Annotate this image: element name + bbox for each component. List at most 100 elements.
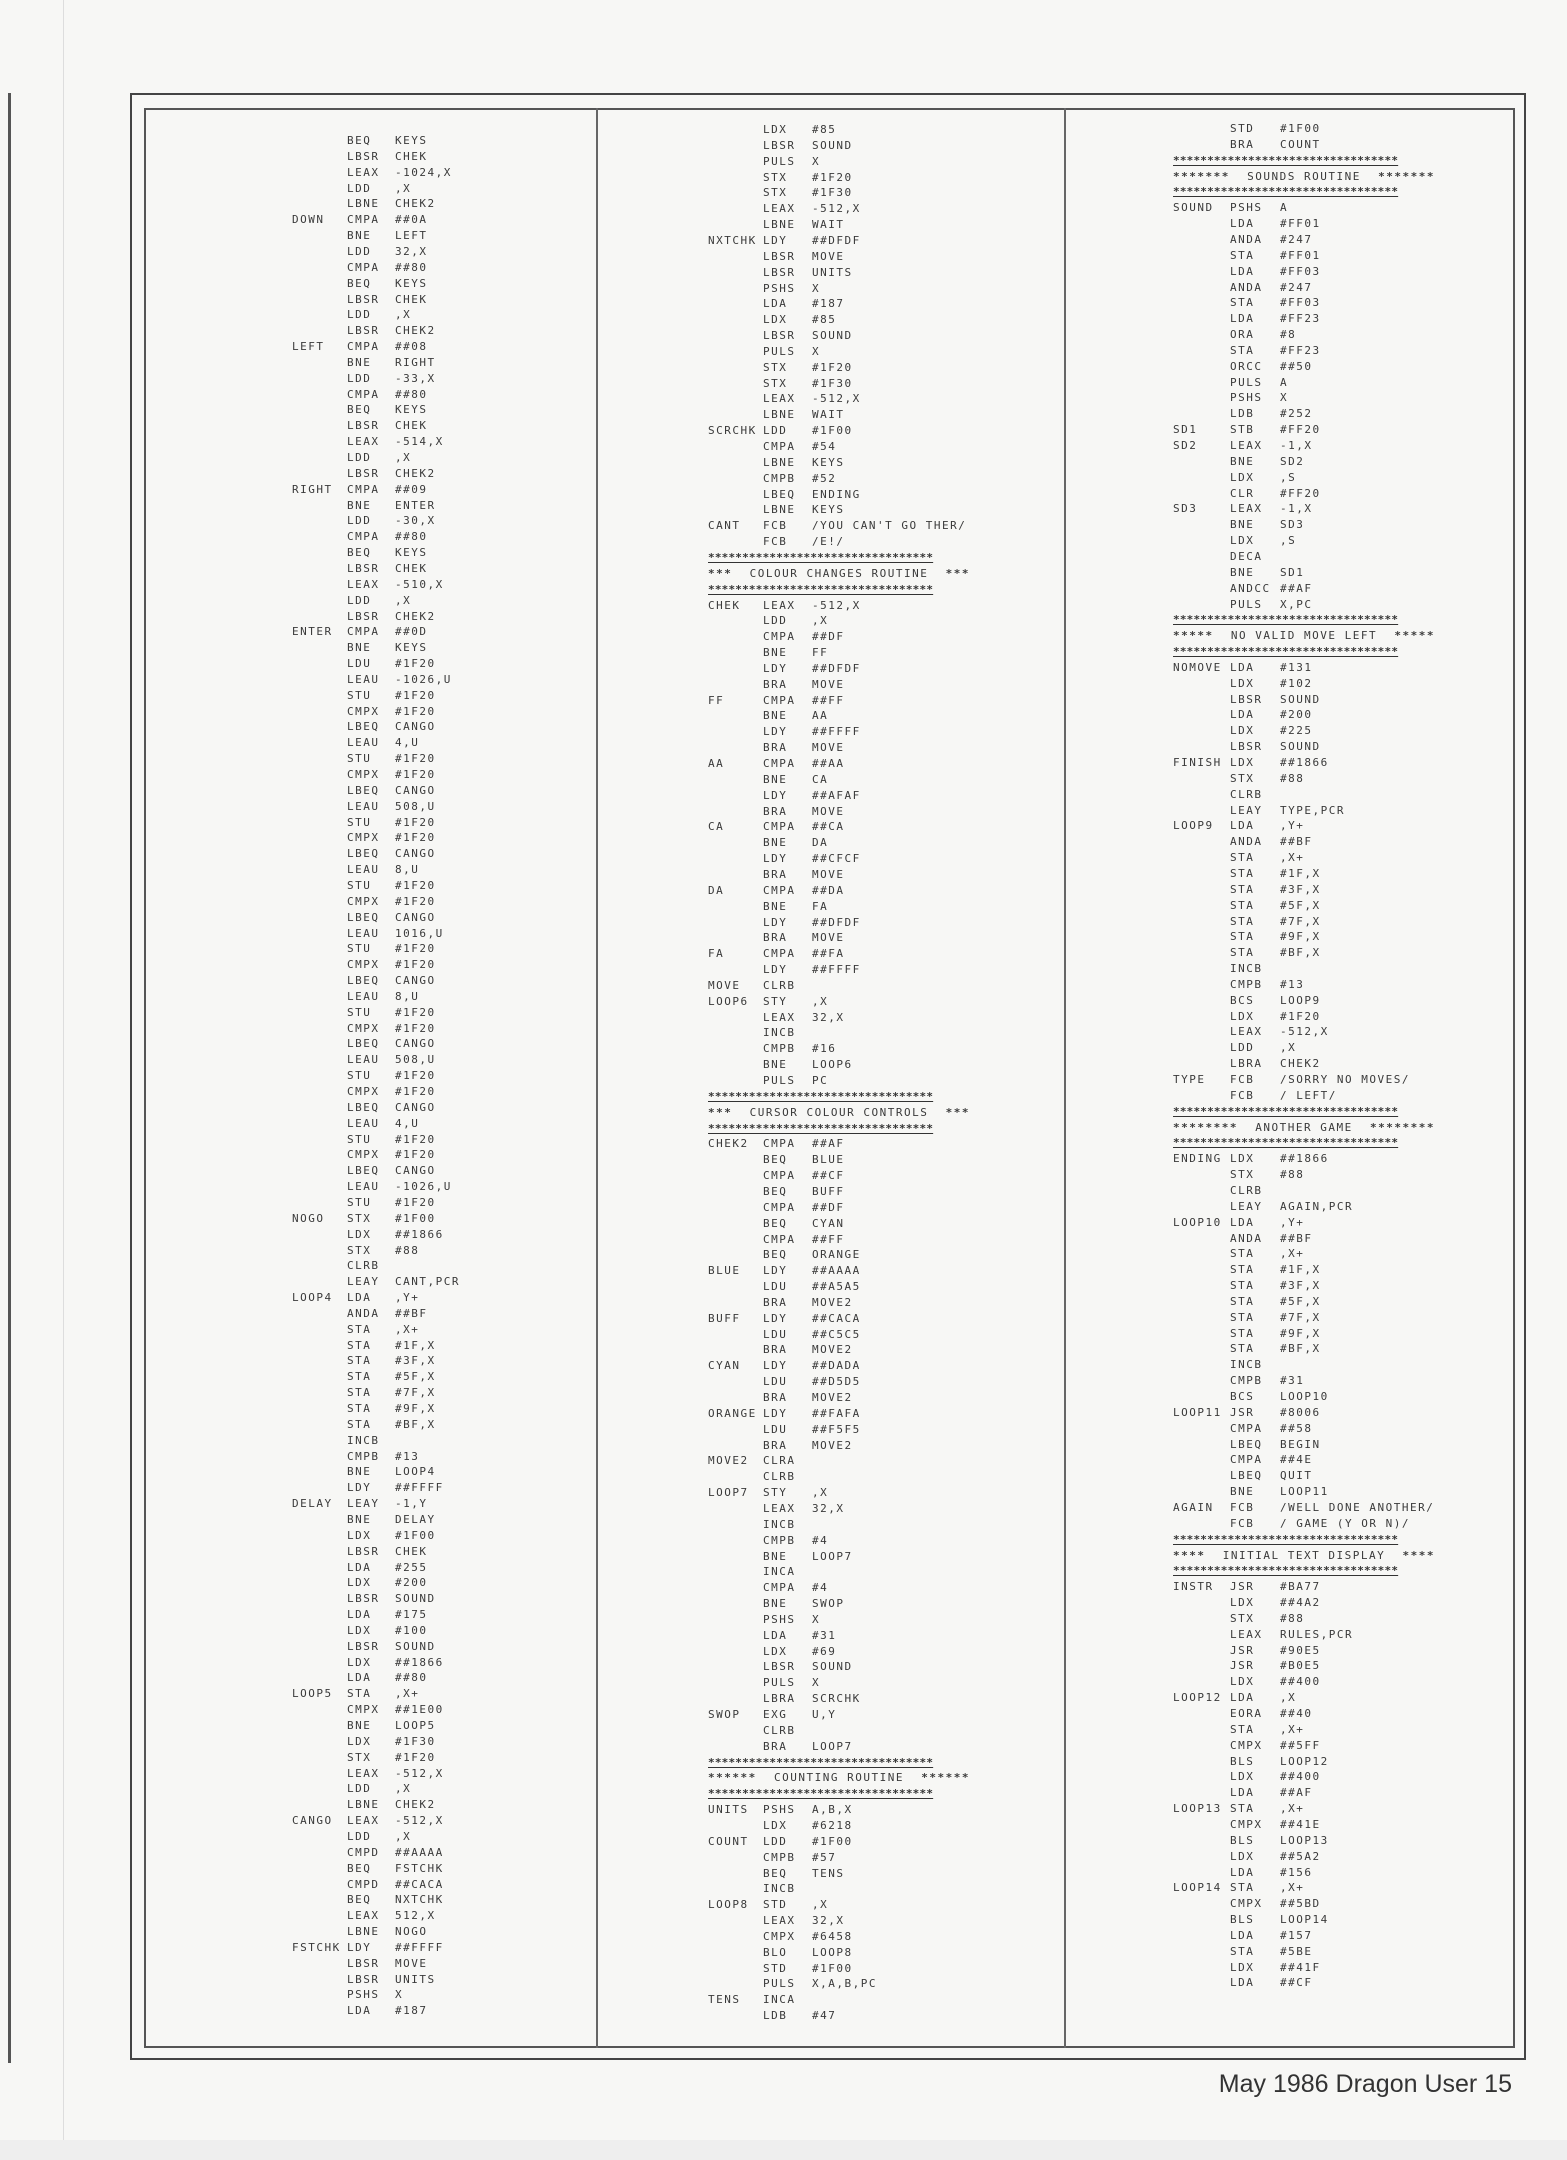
section-title: INITIAL TEXT DISPLAY [1222, 1548, 1386, 1562]
code-opcode: LEAU [347, 989, 380, 1003]
asterisk-rule: ********************************* [708, 582, 934, 596]
code-opcode: LDA [1230, 708, 1255, 722]
code-operand: ORANGE [812, 1248, 861, 1262]
code-opcode: LBNE [347, 1798, 380, 1812]
code-operand: ##DFDF [812, 233, 861, 247]
listing-frame-inner [144, 108, 1515, 2048]
code-operand: DA [812, 836, 829, 850]
code-opcode: LEAX [347, 435, 380, 449]
code-opcode: STU [347, 1005, 372, 1019]
code-opcode: LBEQ [347, 910, 380, 924]
code-operand: #1F20 [395, 1750, 436, 1764]
code-operand: #1F20 [395, 1148, 436, 1162]
code-opcode: LEAX [763, 1010, 796, 1024]
code-operand: ,Y+ [1280, 1215, 1305, 1229]
code-opcode: LEAX [347, 165, 380, 179]
code-opcode: LBSR [763, 138, 796, 152]
code-opcode: CMPA [763, 1200, 796, 1214]
code-opcode: LBEQ [1230, 1469, 1263, 1483]
page-footer: May 1986 Dragon User 15 [1218, 2070, 1512, 2098]
code-opcode: LEAU [347, 863, 380, 877]
code-operand: LOOP11 [1280, 1485, 1329, 1499]
code-opcode: LDX [763, 313, 788, 327]
code-operand: ,X [395, 593, 412, 607]
code-opcode: ANDA [1230, 280, 1263, 294]
code-operand: 8,U [395, 989, 420, 1003]
code-operand: -512,X [395, 1814, 444, 1828]
asterisk-rule: ********************************* [1173, 1532, 1399, 1546]
code-operand: ##FF [812, 1232, 845, 1246]
code-operand: LOOP7 [812, 1739, 853, 1753]
code-opcode: LDD [347, 308, 372, 322]
code-opcode: BNE [763, 709, 788, 723]
code-operand: #156 [1280, 1865, 1313, 1879]
code-operand: ##F5F5 [812, 1422, 861, 1436]
code-operand: CHEK [395, 561, 428, 575]
code-opcode: STX [1230, 1611, 1255, 1625]
asterisk-marker: ***** [1394, 629, 1435, 643]
code-opcode: LEAY [1230, 1199, 1263, 1213]
code-opcode: LDA [763, 1628, 788, 1642]
code-opcode: BNE [347, 1465, 372, 1479]
code-operand: #1F20 [812, 360, 853, 374]
code-operand: #100 [395, 1623, 428, 1637]
asterisk-marker: *** [708, 566, 733, 580]
code-opcode: STA [347, 1402, 372, 1415]
code-opcode: LDX [1230, 1770, 1255, 1784]
code-operand: SOUND [395, 1639, 436, 1653]
section-title: SOUNDS ROUTINE [1247, 169, 1361, 183]
code-operand: FA [812, 899, 829, 913]
code-operand: CANGO [395, 1100, 436, 1114]
code-operand: / GAME (Y OR N)/ [1280, 1516, 1410, 1530]
code-operand: LOOP5 [395, 1719, 436, 1732]
code-opcode: LBSR [763, 329, 796, 343]
asterisk-marker: ******** [1370, 1120, 1435, 1134]
code-opcode: LDD [763, 424, 788, 438]
section-title: ANOTHER GAME [1255, 1120, 1353, 1134]
listing-frame-outer [130, 93, 1526, 2060]
code-operand: #1F20 [395, 958, 436, 972]
code-operand: CHEK [395, 149, 428, 163]
code-opcode: LBEQ [347, 1164, 380, 1178]
code-opcode: BLS [1230, 1913, 1255, 1927]
code-operand: LEFT [395, 229, 428, 243]
code-opcode: BRA [763, 1739, 788, 1753]
code-opcode: BNE [763, 1058, 788, 1072]
code-operand: #FF20 [1280, 423, 1321, 437]
code-operand: LOOP7 [812, 1549, 853, 1563]
code-opcode: FCB [1230, 1088, 1255, 1102]
code-opcode: LDD [347, 371, 372, 385]
code-opcode: CMPX [347, 1021, 380, 1035]
code-operand: KEYS [395, 403, 428, 417]
code-operand: FF [812, 646, 829, 660]
code-opcode: BEQ [763, 1866, 788, 1880]
code-operand: #1F30 [395, 1734, 436, 1748]
code-operand: BUFF [812, 1184, 845, 1198]
code-opcode: LDX [763, 123, 788, 136]
code-label: SD1 [1173, 423, 1198, 437]
code-opcode: STU [347, 752, 372, 766]
code-opcode: LBSR [347, 561, 380, 575]
asterisk-marker: **** [1173, 1548, 1206, 1562]
code-operand: #1F20 [395, 1069, 436, 1083]
code-operand: CANGO [395, 1037, 436, 1051]
code-opcode: LBEQ [347, 783, 380, 797]
code-operand: #1F20 [395, 768, 436, 781]
section-title: COUNTING ROUTINE [774, 1771, 904, 1785]
code-operand: 4,U [395, 1116, 420, 1130]
code-label: LOOP11 [1173, 1405, 1222, 1419]
code-opcode: LDY [763, 661, 788, 675]
code-operand: PC [812, 1074, 829, 1087]
code-opcode: STA [1230, 882, 1255, 896]
code-operand: 32,X [812, 1010, 845, 1024]
code-operand: ##5A2 [1280, 1849, 1321, 1863]
code-label: LEFT [292, 340, 325, 354]
code-opcode: PSHS [763, 1803, 796, 1817]
code-opcode: BEQ [763, 1248, 788, 1262]
code-opcode: LBSR [347, 324, 380, 338]
code-operand: #5F,X [1280, 1294, 1321, 1308]
code-opcode: JSR [1230, 1405, 1255, 1419]
code-operand: #4 [812, 1581, 829, 1595]
code-opcode: STA [1230, 866, 1255, 880]
code-label: DOWN [292, 213, 325, 227]
